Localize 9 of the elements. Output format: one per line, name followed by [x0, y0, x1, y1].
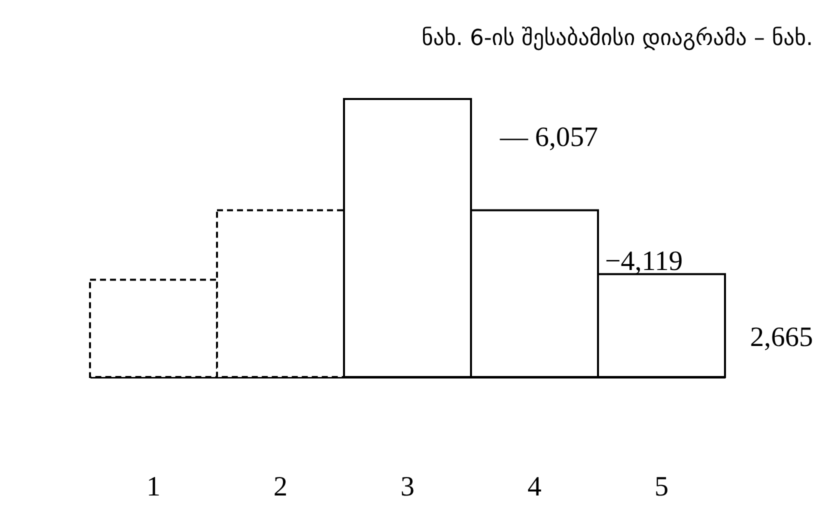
x-tick-label: 2 — [274, 472, 288, 502]
text: 2,665 — [750, 322, 813, 353]
annotation: −4,119 — [605, 246, 683, 277]
x-tick-label: 3 — [400, 472, 414, 502]
x-tick-label: 4 — [528, 472, 542, 502]
chart-title: ნახ. 6-ის შესაბამისი დიაგრამა – ნახ. — [422, 26, 813, 51]
x-tick-label: 1 — [146, 472, 160, 502]
annotation: — 6,057 — [499, 122, 598, 153]
x-tick-label: 5 — [654, 472, 668, 502]
